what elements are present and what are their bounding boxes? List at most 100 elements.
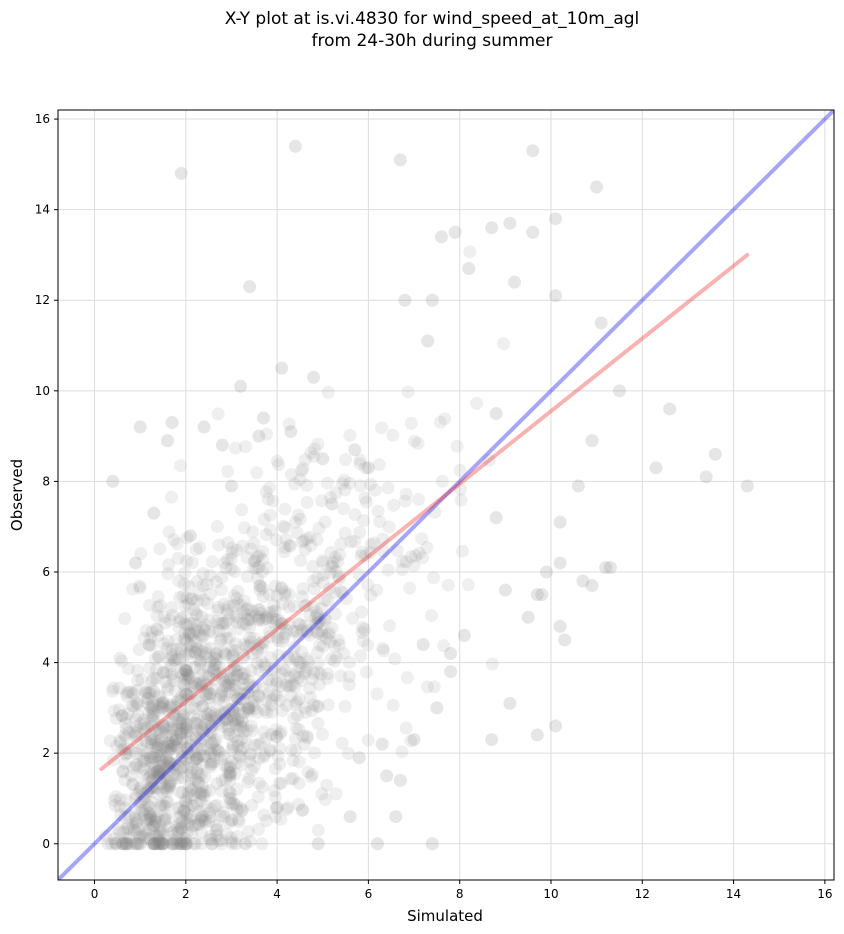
cloud-point bbox=[148, 716, 162, 730]
cloud-point bbox=[166, 707, 180, 721]
cloud-point bbox=[189, 543, 203, 557]
cloud-point bbox=[156, 718, 170, 732]
cloud-point bbox=[144, 727, 158, 741]
cloud-point bbox=[146, 712, 160, 726]
cloud-point bbox=[272, 776, 286, 790]
cloud-point bbox=[179, 671, 193, 685]
cloud-point bbox=[256, 613, 270, 627]
cloud-point bbox=[109, 837, 123, 851]
cloud-point bbox=[337, 647, 351, 661]
cloud-point bbox=[149, 837, 163, 851]
cloud-point bbox=[233, 724, 247, 738]
cloud-point bbox=[224, 562, 238, 576]
cloud-point bbox=[205, 719, 219, 733]
cloud-point bbox=[283, 679, 297, 693]
cloud-point bbox=[322, 626, 336, 640]
cloud-point bbox=[263, 630, 277, 644]
cloud-point bbox=[407, 559, 421, 573]
x-tick-label: 12 bbox=[635, 887, 650, 901]
cloud-point bbox=[202, 613, 216, 627]
cloud-point bbox=[375, 421, 389, 435]
cloud-point bbox=[233, 801, 247, 815]
cloud-point bbox=[152, 726, 166, 740]
cloud-point bbox=[225, 743, 239, 757]
cloud-point bbox=[155, 766, 169, 780]
cloud-point bbox=[247, 759, 261, 773]
cloud-point bbox=[250, 550, 264, 564]
cloud-point bbox=[158, 768, 172, 782]
cloud-point bbox=[454, 493, 468, 507]
cloud-point bbox=[155, 837, 169, 851]
cloud-point bbox=[223, 672, 237, 686]
cloud-point bbox=[195, 809, 209, 823]
data-point bbox=[325, 497, 339, 511]
cloud-point bbox=[208, 743, 222, 757]
x-tick-label: 16 bbox=[817, 887, 832, 901]
cloud-point bbox=[176, 804, 190, 818]
cloud-point bbox=[148, 760, 162, 774]
data-point bbox=[549, 289, 563, 303]
data-point bbox=[270, 801, 284, 815]
cloud-point bbox=[278, 521, 292, 535]
cloud-point bbox=[160, 665, 174, 679]
cloud-point bbox=[218, 647, 232, 661]
cloud-point bbox=[386, 698, 400, 712]
cloud-point bbox=[164, 775, 178, 789]
cloud-point bbox=[353, 453, 367, 467]
cloud-point bbox=[311, 645, 325, 659]
cloud-point bbox=[260, 609, 274, 623]
cloud-point bbox=[310, 605, 324, 619]
cloud-point bbox=[243, 748, 257, 762]
cloud-point bbox=[277, 630, 291, 644]
cloud-point bbox=[155, 753, 169, 767]
cloud-point bbox=[199, 650, 213, 664]
cloud-point bbox=[163, 755, 177, 769]
cloud-point bbox=[152, 698, 166, 712]
cloud-point bbox=[196, 809, 210, 823]
cloud-point bbox=[299, 664, 313, 678]
cloud-point bbox=[266, 605, 280, 619]
cloud-point bbox=[133, 782, 147, 796]
cloud-point bbox=[143, 811, 157, 825]
data-point bbox=[361, 461, 375, 475]
cloud-point bbox=[225, 797, 239, 811]
cloud-point bbox=[271, 749, 285, 763]
cloud-point bbox=[255, 641, 269, 655]
cloud-point bbox=[280, 802, 294, 816]
cloud-point bbox=[215, 833, 229, 847]
cloud-point bbox=[213, 666, 227, 680]
cloud-point bbox=[203, 731, 217, 745]
cloud-point bbox=[198, 813, 212, 827]
cloud-point bbox=[203, 724, 217, 738]
y-tick-label: 10 bbox=[35, 384, 50, 398]
cloud-point bbox=[189, 741, 203, 755]
cloud-point bbox=[201, 597, 215, 611]
cloud-point bbox=[307, 600, 321, 614]
cloud-point bbox=[246, 681, 260, 695]
cloud-point bbox=[144, 813, 158, 827]
cloud-point bbox=[255, 837, 269, 851]
cloud-point bbox=[161, 820, 175, 834]
cloud-point bbox=[147, 706, 161, 720]
cloud-point bbox=[195, 699, 209, 713]
cloud-point bbox=[189, 635, 203, 649]
cloud-point bbox=[298, 706, 312, 720]
cloud-point bbox=[145, 625, 159, 639]
cloud-point bbox=[404, 416, 418, 430]
cloud-point bbox=[207, 755, 221, 769]
data-point bbox=[316, 452, 330, 466]
cloud-point bbox=[179, 752, 193, 766]
cloud-point bbox=[181, 768, 195, 782]
cloud-point bbox=[177, 804, 191, 818]
cloud-point bbox=[181, 786, 195, 800]
cloud-point bbox=[151, 590, 165, 604]
cloud-point bbox=[257, 725, 271, 739]
cloud-point bbox=[278, 541, 292, 555]
cloud-point bbox=[243, 834, 257, 848]
cloud-point bbox=[198, 785, 212, 799]
cloud-point bbox=[287, 711, 301, 725]
cloud-point bbox=[226, 648, 240, 662]
cloud-point bbox=[182, 647, 196, 661]
cloud-point bbox=[196, 629, 210, 643]
